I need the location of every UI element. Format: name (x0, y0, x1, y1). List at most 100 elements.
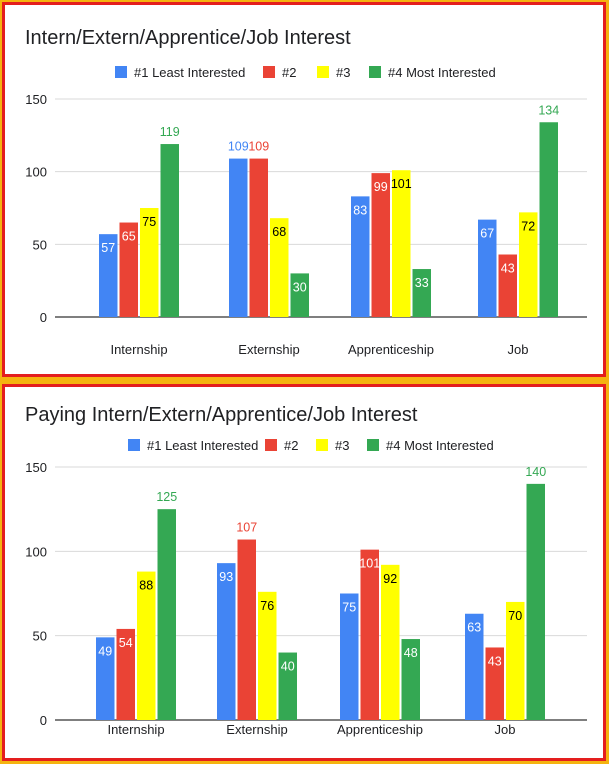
data-label: 109 (228, 140, 249, 154)
bar-job-series-3 (519, 212, 538, 317)
data-label: 140 (525, 465, 546, 479)
legend-label-4: #4 Most Interested (386, 438, 494, 453)
data-label: 57 (101, 241, 115, 255)
bar-internship-series-2 (116, 628, 135, 720)
chart-title: Intern/Extern/Apprentice/Job Interest (25, 27, 351, 49)
bar-apprenticeship-series-1 (340, 593, 359, 720)
data-label: 43 (501, 262, 515, 276)
bar-internship-series-1 (99, 234, 118, 317)
bar-apprenticeship-series-2 (360, 549, 379, 720)
legend-label-2: #2 (284, 438, 298, 453)
bar-externship-series-3 (270, 218, 289, 317)
bar-externship-series-4 (278, 652, 297, 720)
y-tick-label: 0 (40, 310, 47, 325)
data-label: 119 (160, 125, 180, 139)
bar-apprenticeship-series-2 (371, 173, 390, 317)
y-tick-label: 50 (33, 237, 47, 252)
legend-swatch-4 (367, 439, 379, 451)
bar-apprenticeship-series-4 (401, 639, 420, 720)
bar-internship-series-4 (160, 144, 179, 317)
bar-internship-series-1 (96, 637, 115, 720)
data-label: 125 (156, 490, 177, 504)
bar-job-series-1 (465, 613, 484, 720)
bar-job-series-4 (539, 122, 558, 318)
bar-apprenticeship-series-4 (412, 269, 431, 317)
y-tick-label: 150 (25, 460, 47, 475)
bar-externship-series-3 (258, 591, 277, 720)
bar-job-series-1 (478, 219, 497, 317)
x-tick-label-job: Job (508, 342, 529, 357)
bar-internship-series-2 (119, 222, 138, 317)
y-tick-label: 150 (25, 92, 47, 107)
data-label: 43 (488, 654, 502, 668)
data-label: 101 (391, 177, 412, 191)
data-label: 75 (142, 215, 156, 229)
bar-apprenticeship-series-3 (381, 564, 400, 720)
y-tick-label: 50 (33, 629, 47, 644)
bar-apprenticeship-series-3 (392, 170, 411, 317)
x-tick-label-apprenticeship: Apprenticeship (337, 722, 423, 737)
data-label: 30 (293, 280, 307, 294)
bar-job-series-3 (506, 601, 525, 720)
data-label: 101 (359, 557, 380, 571)
bar-externship-series-4 (290, 273, 309, 317)
legend-swatch-1 (128, 439, 140, 451)
legend-label-2: #2 (282, 65, 296, 80)
x-tick-label-externship: Externship (226, 722, 287, 737)
legend-label-1: #1 Least Interested (134, 65, 245, 80)
data-label: 134 (538, 103, 559, 117)
data-label: 76 (260, 599, 274, 613)
bar-chart-paying-intern-extern-apprentice-job: #1 Least Interested #2 #3 #4 Most Intereste… (25, 438, 587, 737)
data-label: 68 (272, 225, 286, 239)
bar-chart-intern-extern-apprentice-job: #1 Least Interested #2 #3 #4 Most Intereste… (25, 65, 587, 357)
data-label: 67 (480, 227, 494, 241)
legend-swatch-2 (265, 439, 277, 451)
bar-externship-series-2 (237, 539, 256, 720)
chart-panel-1: Intern/Extern/Apprentice/Job Interest #1… (2, 2, 606, 377)
chart-panel-2: Paying Intern/Extern/Apprentice/Job Inte… (2, 384, 606, 761)
bar-externship-series-1 (217, 563, 236, 720)
data-label: 75 (342, 601, 356, 615)
x-tick-label-job: Job (495, 722, 516, 737)
bar-externship-series-1 (229, 158, 248, 317)
legend-swatch-2 (263, 66, 275, 78)
y-tick-label: 100 (25, 544, 47, 559)
data-label: 48 (404, 646, 418, 660)
data-label: 49 (98, 644, 112, 658)
bar-internship-series-3 (137, 571, 156, 720)
y-tick-label: 100 (25, 165, 47, 180)
legend-swatch-3 (317, 66, 329, 78)
legend-swatch-3 (316, 439, 328, 451)
legend-swatch-4 (369, 66, 381, 78)
data-label: 83 (353, 203, 367, 217)
bar-apprenticeship-series-1 (351, 196, 370, 317)
chart-title: Paying Intern/Extern/Apprentice/Job Inte… (25, 404, 418, 426)
bar-job-series-4 (526, 483, 545, 720)
data-label: 93 (219, 570, 233, 584)
legend-label-3: #3 (336, 65, 350, 80)
bar-externship-series-2 (249, 158, 268, 317)
x-tick-label-internship: Internship (110, 342, 167, 357)
data-label: 63 (467, 621, 481, 635)
data-label: 107 (236, 521, 257, 535)
bar-job-series-2 (485, 647, 504, 720)
data-label: 99 (374, 180, 388, 194)
data-label: 92 (383, 572, 397, 586)
bar-internship-series-4 (157, 509, 176, 720)
data-label: 33 (415, 276, 429, 290)
legend-label-3: #3 (335, 438, 349, 453)
legend-label-1: #1 Least Interested (147, 438, 258, 453)
bar-job-series-2 (498, 254, 517, 317)
x-tick-label-externship: Externship (238, 342, 299, 357)
data-label: 72 (521, 219, 535, 233)
legend-label-4: #4 Most Interested (388, 65, 496, 80)
x-tick-label-apprenticeship: Apprenticeship (348, 342, 434, 357)
data-label: 54 (119, 636, 133, 650)
legend-swatch-1 (115, 66, 127, 78)
bar-internship-series-3 (140, 208, 159, 317)
data-label: 109 (248, 140, 269, 154)
y-tick-label: 0 (40, 713, 47, 728)
data-label: 65 (122, 230, 136, 244)
data-label: 70 (508, 609, 522, 623)
data-label: 40 (281, 660, 295, 674)
